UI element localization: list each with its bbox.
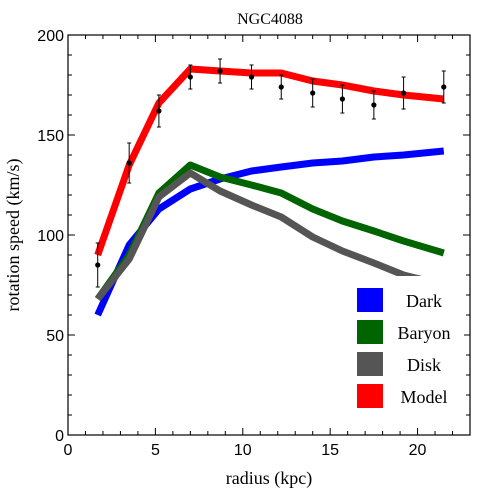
legend: Dark Baryon Disk Model (336, 276, 464, 418)
observed-points-layer (95, 58, 447, 288)
legend-swatch-model (357, 384, 383, 408)
legend-label-dark: Dark (406, 291, 442, 311)
series-line-model (94, 65, 445, 257)
y-tick-label: 200 (37, 28, 64, 45)
data-point (248, 74, 255, 80)
data-point (217, 68, 223, 74)
legend-label-model: Model (401, 387, 448, 407)
chart-title: NGC4088 (237, 11, 303, 28)
series-line-disk (94, 169, 445, 302)
x-axis-label: radius (kpc) (226, 468, 312, 489)
y-tick-label: 0 (55, 428, 64, 445)
legend-label-disk: Disk (407, 355, 441, 375)
y-tick-label: 150 (37, 128, 64, 145)
x-tick-label: 0 (64, 442, 73, 459)
legend-label-baryon: Baryon (398, 323, 451, 343)
data-point (187, 74, 193, 80)
x-tick-label: 10 (234, 442, 252, 459)
data-point (441, 84, 447, 90)
data-point (95, 262, 101, 268)
x-tick-label: 20 (409, 442, 427, 459)
data-point (339, 96, 346, 102)
y-tick-label: 50 (46, 328, 64, 345)
series-layer (94, 65, 445, 317)
legend-swatch-dark (357, 288, 383, 312)
legend-swatch-baryon (357, 320, 383, 344)
data-point (278, 84, 284, 90)
data-point (371, 102, 377, 108)
data-point (400, 90, 407, 96)
y-axis-label: rotation speed (km/s) (3, 159, 24, 312)
y-tick-label: 100 (37, 228, 64, 245)
x-tick-label: 15 (321, 442, 339, 459)
legend-swatch-disk (357, 352, 383, 376)
data-point (126, 160, 132, 166)
x-tick-label: 5 (151, 442, 160, 459)
data-point (156, 108, 162, 114)
data-point (310, 90, 316, 96)
